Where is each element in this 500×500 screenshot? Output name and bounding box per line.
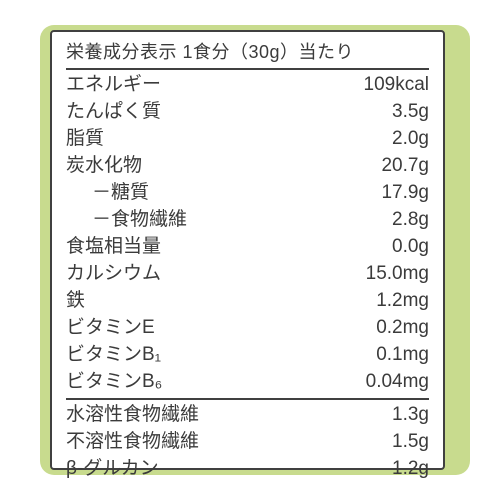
row-value: 1.3g — [392, 402, 429, 429]
row-value: 1.5g — [392, 429, 429, 456]
row-value: 17.9g — [381, 180, 429, 207]
row-label: －糖質 — [66, 180, 149, 207]
row-value: 0.2mg — [376, 315, 429, 342]
main-row: たんぱく質 3.5g — [66, 99, 429, 126]
row-value: 15.0mg — [366, 261, 429, 288]
panel-header: 栄養成分表示 1食分（30g）当たり — [66, 38, 429, 70]
sub-row: β-グルカン 1.2g — [66, 456, 429, 483]
row-label: β-グルカン — [66, 456, 159, 483]
row-label: 鉄 — [66, 288, 85, 315]
row-value: 1.2mg — [376, 288, 429, 315]
row-label: エネルギー — [66, 72, 161, 99]
main-row: ビタミンE 0.2mg — [66, 315, 429, 342]
row-value: 20.7g — [381, 153, 429, 180]
sub-row: 水溶性食物繊維 1.3g — [66, 402, 429, 429]
main-row: －糖質 17.9g — [66, 180, 429, 207]
sub-row: 不溶性食物繊維 1.5g — [66, 429, 429, 456]
row-label: －食物繊維 — [66, 207, 187, 234]
row-value: 109kcal — [364, 72, 430, 99]
row-value: 0.04mg — [366, 369, 429, 396]
row-label: 不溶性食物繊維 — [66, 429, 199, 456]
row-label: 水溶性食物繊維 — [66, 402, 199, 429]
main-row: カルシウム 15.0mg — [66, 261, 429, 288]
row-value: 1.2g — [392, 456, 429, 483]
main-nutrients-section: エネルギー 109kcal たんぱく質 3.5g 脂質 2.0g 炭水化物 20.7g －糖質 1… — [66, 70, 429, 400]
row-value: 3.5g — [392, 99, 429, 126]
row-label: ビタミンB₆ — [66, 369, 162, 396]
row-label: 脂質 — [66, 126, 104, 153]
row-value: 2.8g — [392, 207, 429, 234]
row-label: ビタミンB₁ — [66, 342, 161, 369]
row-label: カルシウム — [66, 261, 161, 288]
main-row: ビタミンB₆ 0.04mg — [66, 369, 429, 396]
main-row: 鉄 1.2mg — [66, 288, 429, 315]
main-row: エネルギー 109kcal — [66, 72, 429, 99]
main-row: 炭水化物 20.7g — [66, 153, 429, 180]
row-value: 0.1mg — [376, 342, 429, 369]
nutrition-panel: 栄養成分表示 1食分（30g）当たり エネルギー 109kcal たんぱく質 3.5g… — [50, 30, 445, 470]
main-row: －食物繊維 2.8g — [66, 207, 429, 234]
row-value: 0.0g — [392, 234, 429, 261]
main-row: ビタミンB₁ 0.1mg — [66, 342, 429, 369]
row-label: ビタミンE — [66, 315, 155, 342]
row-label: 食塩相当量 — [66, 234, 161, 261]
row-value: 2.0g — [392, 126, 429, 153]
sub-nutrients-section: 水溶性食物繊維 1.3g 不溶性食物繊維 1.5g β-グルカン 1.2g — [66, 400, 429, 483]
main-row: 食塩相当量 0.0g — [66, 234, 429, 261]
row-label: たんぱく質 — [66, 99, 161, 126]
main-row: 脂質 2.0g — [66, 126, 429, 153]
row-label: 炭水化物 — [66, 153, 142, 180]
